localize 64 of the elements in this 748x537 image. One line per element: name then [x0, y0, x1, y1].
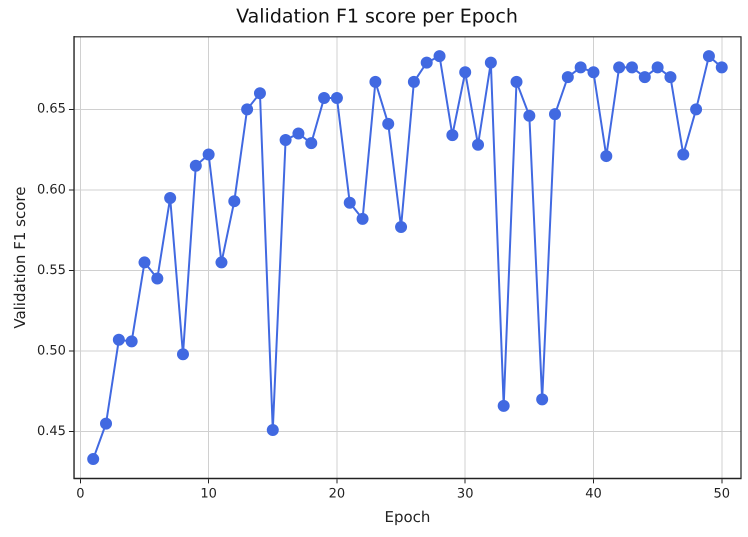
point	[356, 212, 369, 225]
point	[266, 424, 279, 436]
x-tick-label: 40	[585, 486, 602, 502]
y-tick-label: 0.65	[36, 102, 66, 117]
point	[548, 108, 561, 120]
y-tick-label: 0.60	[36, 182, 66, 198]
point	[369, 76, 382, 88]
x-tick-label: 10	[200, 486, 217, 502]
y-tick-label: 0.45	[36, 424, 66, 440]
point	[215, 256, 228, 268]
point	[164, 192, 176, 204]
point	[600, 150, 612, 162]
point	[190, 160, 202, 172]
point	[716, 61, 728, 74]
y-tick-label: 0.50	[36, 343, 66, 358]
point	[395, 220, 408, 233]
point	[664, 71, 676, 84]
point	[292, 128, 304, 140]
point	[702, 50, 715, 62]
point	[100, 418, 112, 430]
point	[523, 110, 536, 122]
point	[510, 76, 523, 88]
point	[562, 71, 574, 84]
x-tick-label: 0	[76, 486, 84, 502]
point	[677, 148, 690, 160]
point	[318, 92, 330, 104]
x-tick-label: 20	[328, 486, 346, 502]
point	[382, 118, 394, 130]
point	[574, 61, 587, 74]
point	[484, 56, 497, 69]
point	[344, 196, 356, 209]
point	[690, 103, 702, 116]
point	[498, 400, 510, 412]
point	[126, 335, 138, 348]
point	[536, 393, 548, 406]
point	[434, 50, 446, 62]
point	[472, 138, 484, 151]
point	[408, 76, 420, 88]
point	[420, 56, 433, 69]
point	[446, 129, 458, 142]
point	[151, 272, 164, 285]
point	[305, 137, 318, 150]
x-tick-label: 30	[456, 486, 474, 502]
point	[254, 87, 266, 100]
x-axis-title: Epoch	[384, 508, 430, 526]
point	[202, 148, 215, 160]
point	[626, 61, 638, 74]
point	[587, 66, 600, 78]
point	[112, 334, 125, 346]
point	[652, 61, 664, 74]
y-axis-title: Validation F1 score	[10, 186, 29, 329]
point	[138, 256, 150, 268]
point	[638, 71, 651, 84]
point	[241, 103, 254, 116]
point	[280, 134, 292, 146]
chart-title: Validation F1 score per Epoch	[236, 5, 518, 28]
point	[87, 453, 100, 466]
point	[330, 92, 343, 104]
point	[176, 348, 189, 360]
point	[459, 66, 472, 78]
point	[228, 195, 240, 208]
x-tick-label: 50	[713, 486, 730, 502]
y-tick-label: 0.55	[36, 262, 66, 278]
point	[613, 61, 626, 74]
